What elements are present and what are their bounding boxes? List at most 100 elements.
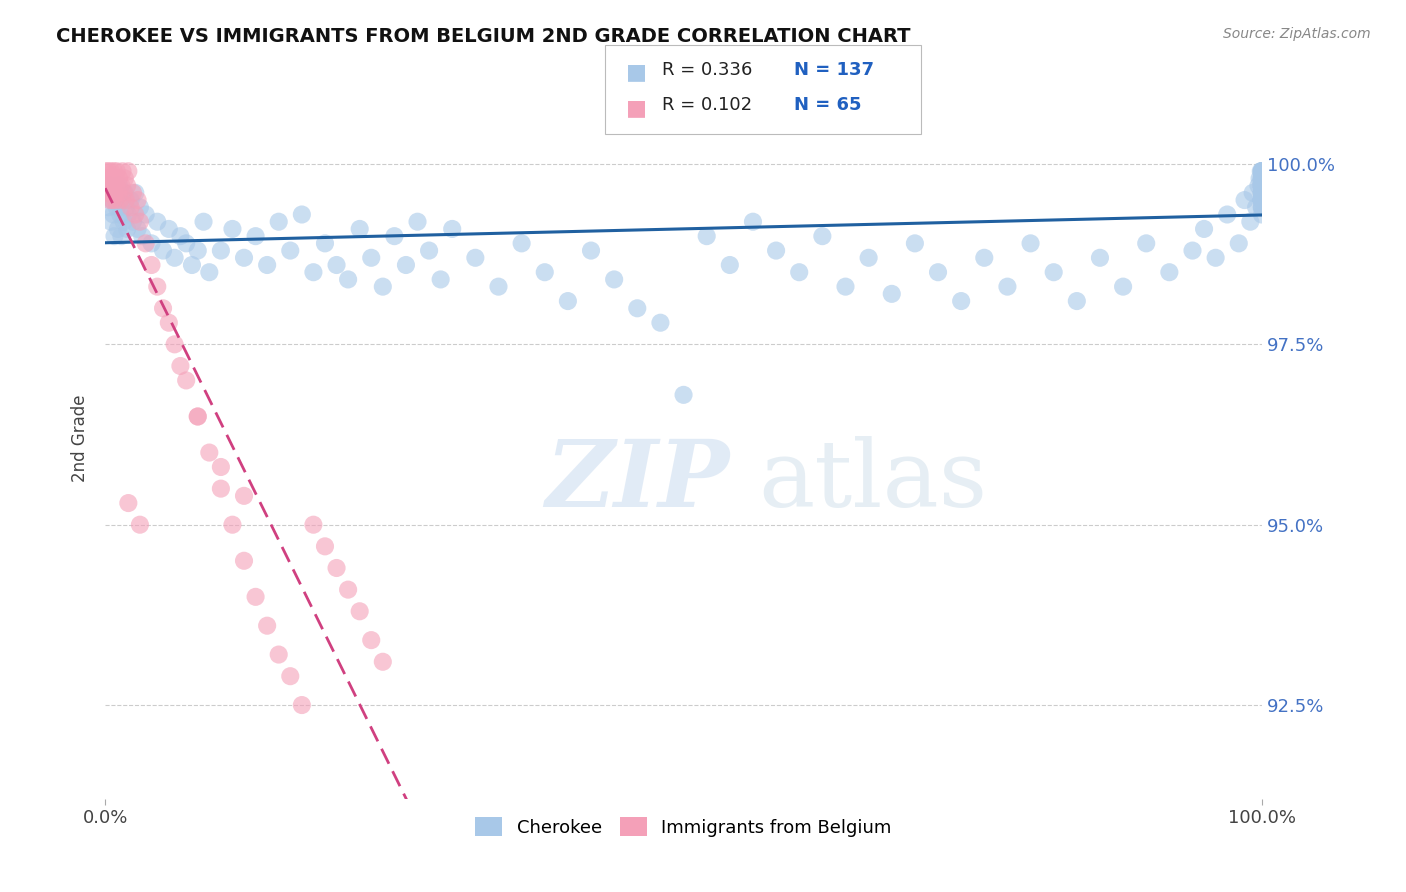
Point — [579, 244, 602, 258]
Point — [811, 229, 834, 244]
Point — [110, 229, 132, 244]
Point — [880, 286, 903, 301]
Point — [103, 207, 125, 221]
Point — [105, 178, 128, 193]
Point — [127, 222, 149, 236]
Point — [406, 215, 429, 229]
Point — [129, 517, 152, 532]
Point — [950, 294, 973, 309]
Point — [1251, 193, 1274, 207]
Point — [278, 669, 301, 683]
Point — [1216, 207, 1239, 221]
Point — [1249, 171, 1271, 186]
Point — [927, 265, 949, 279]
Text: N = 65: N = 65 — [794, 96, 862, 114]
Point — [1192, 222, 1215, 236]
Point — [1251, 200, 1274, 214]
Point — [429, 272, 451, 286]
Point — [111, 164, 134, 178]
Point — [112, 215, 135, 229]
Point — [110, 178, 132, 193]
Point — [141, 258, 163, 272]
Point — [163, 337, 186, 351]
Point — [122, 215, 145, 229]
Point — [105, 200, 128, 214]
Point — [209, 482, 232, 496]
Point — [117, 496, 139, 510]
Point — [1251, 178, 1274, 193]
Point — [187, 409, 209, 424]
Point — [245, 229, 267, 244]
Point — [1241, 186, 1264, 200]
Point — [198, 445, 221, 459]
Point — [107, 222, 129, 236]
Point — [1251, 193, 1274, 207]
Point — [1251, 193, 1274, 207]
Point — [1251, 178, 1274, 193]
Text: R = 0.102: R = 0.102 — [662, 96, 752, 114]
Point — [120, 193, 142, 207]
Point — [267, 215, 290, 229]
Text: CHEROKEE VS IMMIGRANTS FROM BELGIUM 2ND GRADE CORRELATION CHART: CHEROKEE VS IMMIGRANTS FROM BELGIUM 2ND … — [56, 27, 911, 45]
Point — [1251, 193, 1274, 207]
Text: ZIP: ZIP — [544, 436, 728, 526]
Point — [115, 178, 138, 193]
Text: ■: ■ — [626, 62, 647, 82]
Point — [256, 618, 278, 632]
Point — [1251, 178, 1274, 193]
Point — [834, 279, 856, 293]
Point — [115, 193, 138, 207]
Point — [464, 251, 486, 265]
Point — [187, 244, 209, 258]
Point — [221, 517, 243, 532]
Point — [1250, 164, 1272, 178]
Point — [314, 236, 336, 251]
Point — [1251, 186, 1274, 200]
Point — [1135, 236, 1157, 251]
Point — [111, 193, 134, 207]
Point — [1251, 178, 1274, 193]
Point — [1251, 171, 1274, 186]
Point — [349, 604, 371, 618]
Point — [533, 265, 555, 279]
Point — [1181, 244, 1204, 258]
Point — [122, 186, 145, 200]
Point — [108, 178, 131, 193]
Point — [187, 409, 209, 424]
Point — [325, 561, 347, 575]
Point — [198, 265, 221, 279]
Point — [127, 193, 149, 207]
Legend: Cherokee, Immigrants from Belgium: Cherokee, Immigrants from Belgium — [468, 810, 898, 844]
Text: atlas: atlas — [759, 436, 988, 526]
Point — [97, 200, 120, 214]
Point — [1251, 171, 1274, 186]
Point — [696, 229, 718, 244]
Point — [193, 215, 215, 229]
Point — [104, 171, 127, 186]
Point — [115, 222, 138, 236]
Point — [163, 251, 186, 265]
Point — [135, 236, 157, 251]
Point — [1251, 164, 1274, 178]
Point — [337, 272, 360, 286]
Point — [1239, 215, 1261, 229]
Point — [233, 251, 256, 265]
Point — [96, 178, 118, 193]
Point — [96, 186, 118, 200]
Point — [256, 258, 278, 272]
Point — [100, 186, 122, 200]
Point — [157, 316, 180, 330]
Text: N = 137: N = 137 — [794, 61, 875, 78]
Point — [1251, 171, 1274, 186]
Point — [1251, 178, 1274, 193]
Point — [1251, 193, 1274, 207]
Point — [291, 207, 314, 221]
Point — [1159, 265, 1181, 279]
Point — [418, 244, 440, 258]
Point — [1233, 193, 1256, 207]
Point — [124, 207, 146, 221]
Point — [1251, 164, 1274, 178]
Point — [291, 698, 314, 712]
Point — [510, 236, 533, 251]
Point — [384, 229, 406, 244]
